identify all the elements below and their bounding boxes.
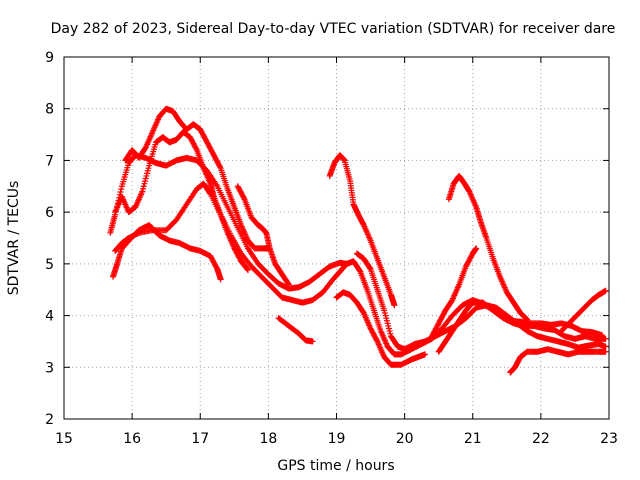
- data-point: [193, 145, 200, 152]
- series-arc-o: [558, 287, 609, 335]
- x-tick-label: 19: [328, 431, 346, 447]
- x-tick-label: 22: [532, 431, 550, 447]
- data-point: [285, 281, 292, 288]
- chart-title: Day 282 of 2023, Sidereal Day-to-day VTE…: [51, 21, 616, 37]
- data-point: [522, 315, 529, 322]
- data-marks: [107, 105, 609, 376]
- y-tick-label: 6: [45, 205, 54, 221]
- data-point: [356, 267, 363, 274]
- series-arc-f: [234, 183, 292, 288]
- x-tick-label: 18: [259, 431, 277, 447]
- data-point: [422, 351, 429, 358]
- data-point: [602, 348, 609, 355]
- series-arc-h: [326, 152, 398, 309]
- y-tick-label: 7: [45, 153, 54, 169]
- x-tick-label: 20: [396, 431, 414, 447]
- data-point: [524, 316, 531, 323]
- series-arc-c: [110, 222, 224, 283]
- series-arc-e: [122, 105, 272, 252]
- x-tick-label: 21: [464, 431, 482, 447]
- data-point: [118, 186, 125, 193]
- y-tick-label: 8: [45, 102, 54, 118]
- data-point: [523, 316, 530, 323]
- y-tick-label: 3: [45, 360, 54, 376]
- y-axis-label: SDTVAR / TECUs: [6, 181, 22, 296]
- y-tick-label: 9: [45, 50, 54, 66]
- data-point: [217, 276, 224, 283]
- y-tick-label: 5: [45, 257, 54, 273]
- data-point: [217, 163, 224, 170]
- series-arc-i: [333, 289, 429, 368]
- data-point: [285, 280, 292, 287]
- data-point: [244, 266, 251, 273]
- data-point: [602, 287, 609, 294]
- data-point: [309, 338, 316, 345]
- series-arc-m: [445, 172, 531, 323]
- x-tick-label: 23: [600, 431, 618, 447]
- y-tick-label: 2: [45, 412, 54, 428]
- plot-frame: [63, 56, 610, 420]
- x-tick-label: 16: [123, 431, 141, 447]
- data-point: [117, 188, 124, 195]
- x-tick-label: 17: [191, 431, 209, 447]
- series-arc-l: [435, 299, 609, 355]
- y-tick-label: 4: [45, 309, 54, 325]
- data-point: [373, 337, 380, 344]
- series-arc-g: [275, 315, 316, 345]
- series-arc-k: [428, 245, 480, 340]
- x-axis-label: GPS time / hours: [277, 458, 394, 474]
- data-point: [602, 343, 609, 350]
- data-point: [244, 267, 251, 274]
- data-point: [473, 245, 480, 252]
- x-tick-label: 15: [55, 431, 73, 447]
- data-point: [240, 194, 247, 201]
- data-point: [391, 302, 398, 309]
- series-arc-d: [112, 128, 251, 274]
- series-arc-n: [507, 346, 609, 376]
- data-point: [366, 264, 373, 271]
- data-point: [602, 335, 609, 342]
